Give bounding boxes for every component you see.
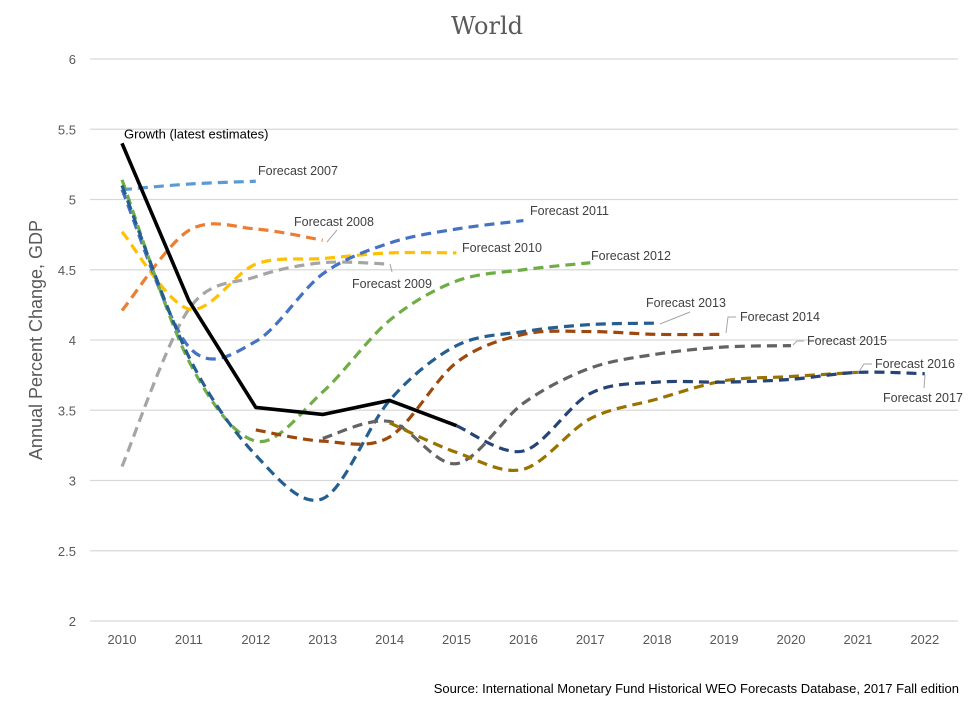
series-line-forecast-2012 [120,179,591,444]
y-tick-label: 4 [69,333,76,348]
leader-line-forecast-2017 [923,374,926,389]
series-line-forecast-2015 [322,344,792,466]
series-line-forecast-2011 [120,189,524,361]
y-axis-ticks: 2 2.5 3 3.5 4 4.5 5 5.5 6 [58,52,76,629]
series-label-forecast-2014: Forecast 2014 [740,310,820,324]
x-tick-label: 2017 [576,632,605,647]
x-tick-label: 2014 [375,632,404,647]
series-label-forecast-2011: Forecast 2011 [530,204,609,218]
series-label-forecast-2010: Forecast 2010 [462,241,542,255]
series-line-growth-latest-estimates [120,142,458,428]
y-tick-label: 3 [69,474,76,489]
x-tick-label: 2020 [777,632,806,647]
x-tick-label: 2012 [241,632,270,647]
chart-title: World [451,12,523,40]
y-tick-label: 6 [69,52,76,67]
leader-line-forecast-2014 [725,316,736,334]
series-label-forecast-2016: Forecast 2016 [875,357,955,371]
series-label-forecast-2007: Forecast 2007 [258,164,338,178]
series-label-growth-latest-estimates: Growth (latest estimates) [124,126,269,141]
x-tick-label: 2013 [308,632,337,647]
label-leader-lines [326,229,926,389]
x-tick-label: 2011 [175,632,203,647]
y-tick-label: 5.5 [58,122,76,137]
leader-line-forecast-2016 [859,363,872,371]
y-tick-label: 5 [69,193,76,208]
x-tick-label: 2019 [710,632,739,647]
series-line-forecast-2010 [120,230,457,311]
series-line-forecast-2007 [121,179,256,192]
x-tick-label: 2021 [843,632,872,647]
series-label-forecast-2013: Forecast 2013 [646,296,726,310]
x-tick-label: 2022 [910,632,939,647]
y-tick-label: 4.5 [58,263,76,278]
series-label-forecast-2008: Forecast 2008 [294,215,374,229]
series-line-forecast-2016 [388,370,859,472]
series-line-forecast-2014 [255,329,725,446]
series-label-forecast-2012: Forecast 2012 [591,249,671,263]
x-axis-ticks: 2010 2011 2012 2013 2014 2015 2016 2017 2018 2019… [108,632,940,647]
y-tick-label: 2 [69,614,76,629]
series-line-forecast-2017 [455,370,925,454]
series-labels: Growth (latest estimates) Forecast 2007 Fo… [124,126,963,405]
series-label-forecast-2015: Forecast 2015 [807,334,887,348]
series-line-forecast-2013 [120,184,658,502]
series-lines [120,142,925,502]
leader-line-forecast-2015 [792,340,804,346]
x-tick-label: 2018 [643,632,672,647]
series-label-forecast-2017: Forecast 2017 [883,391,963,405]
x-tick-label: 2016 [509,632,538,647]
x-tick-label: 2010 [108,632,137,647]
series-line-forecast-2009 [120,260,390,468]
x-tick-label: 2015 [442,632,471,647]
source-note: Source: International Monetary Fund Hist… [433,681,959,696]
leader-line-forecast-2008 [326,229,338,243]
y-axis-label: Annual Percent Change, GDP [26,220,46,460]
y-tick-label: 3.5 [58,403,76,418]
leader-line-forecast-2013 [659,311,691,325]
y-tick-label: 2.5 [58,544,76,559]
series-label-forecast-2009: Forecast 2009 [352,277,432,291]
series-line-forecast-2008 [120,222,323,312]
leader-line-forecast-2009 [389,263,393,273]
